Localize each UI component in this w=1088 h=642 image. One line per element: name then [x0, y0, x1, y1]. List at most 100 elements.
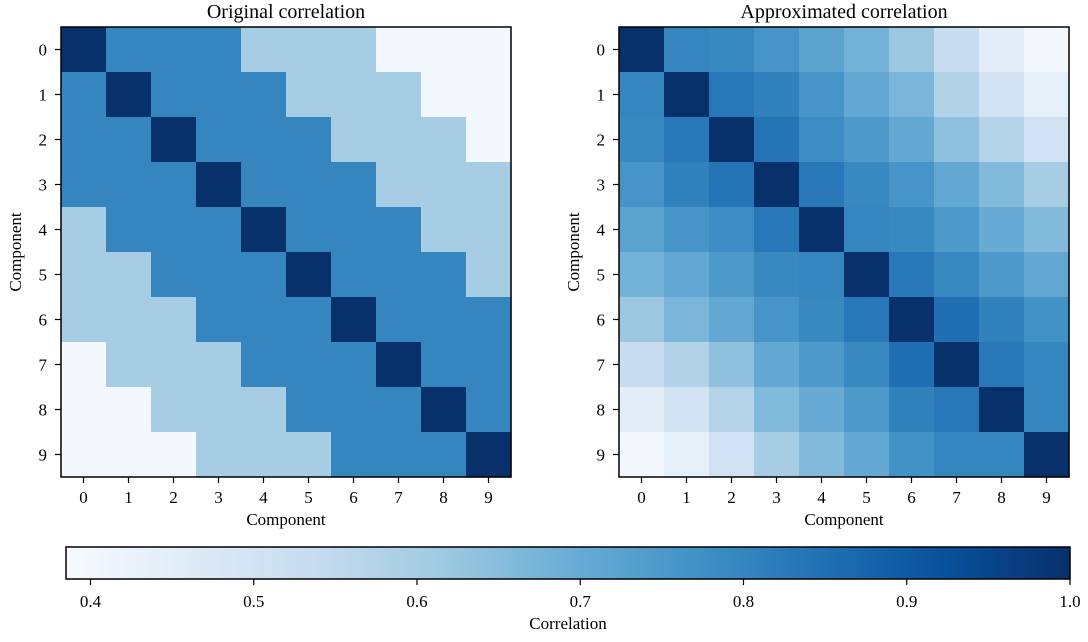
- heatmap-approximated: 0 1 2 3 4 5 6 7 8 9 0 1 2 3 4 5 6 7 8 9 Approximated corre…: [564, 1, 1070, 529]
- heatmap-original-cell-7-0: [61, 342, 107, 388]
- heatmap-approximated-ytick-label-3: 3: [597, 176, 606, 195]
- heatmap-approximated-cell-1-1: [664, 72, 710, 118]
- heatmap-original-cell-4-5: [286, 207, 332, 253]
- heatmap-approximated-ytick-label-4: 4: [597, 221, 606, 240]
- heatmap-original-cells: [61, 27, 512, 478]
- heatmap-approximated-ytick-label-5: 5: [597, 266, 606, 285]
- heatmap-original-cell-1-0: [61, 72, 107, 118]
- heatmap-original-cell-9-8: [421, 432, 467, 478]
- heatmap-original-cell-0-5: [286, 27, 332, 73]
- heatmap-original-cell-6-4: [241, 297, 287, 343]
- heatmap-approximated-cell-4-5: [844, 207, 890, 253]
- heatmap-approximated-ytick-label-7: 7: [597, 356, 606, 375]
- heatmap-approximated-ytick-label-9: 9: [597, 446, 606, 465]
- heatmap-original-cell-7-6: [331, 342, 377, 388]
- heatmap-approximated-cell-8-3: [754, 387, 800, 433]
- heatmap-approximated-cell-3-4: [799, 162, 845, 208]
- heatmap-approximated-cell-8-8: [979, 387, 1025, 433]
- heatmap-original-cell-5-4: [241, 252, 287, 298]
- heatmap-original-cell-1-5: [286, 72, 332, 118]
- heatmap-original-cell-1-1: [106, 72, 152, 118]
- heatmap-approximated-cell-1-2: [709, 72, 755, 118]
- heatmap-approximated-cell-0-5: [844, 27, 890, 73]
- heatmap-approximated-cell-0-2: [709, 27, 755, 73]
- heatmap-original-cell-1-9: [466, 72, 512, 118]
- heatmap-original-cell-3-4: [241, 162, 287, 208]
- heatmap-approximated-cell-8-0: [619, 387, 665, 433]
- colorbar-tick-label-5: 0.9: [896, 592, 917, 611]
- heatmap-original-xtick-label-9: 9: [484, 488, 493, 507]
- heatmap-approximated-cell-1-8: [979, 72, 1025, 118]
- heatmap-original-cell-4-9: [466, 207, 512, 253]
- heatmap-approximated-cell-3-6: [889, 162, 935, 208]
- heatmap-approximated-cell-9-8: [979, 432, 1025, 478]
- heatmap-original-cell-7-9: [466, 342, 512, 388]
- heatmap-approximated-cell-5-9: [1024, 252, 1070, 298]
- heatmap-original-cell-1-6: [331, 72, 377, 118]
- heatmap-original-cell-3-2: [151, 162, 197, 208]
- heatmap-original-cell-2-4: [241, 117, 287, 163]
- heatmap-approximated-cell-3-9: [1024, 162, 1070, 208]
- heatmap-approximated-cell-5-8: [979, 252, 1025, 298]
- heatmap-original-cell-9-6: [331, 432, 377, 478]
- heatmap-approximated-cell-9-0: [619, 432, 665, 478]
- heatmap-approximated-xtick-label-5: 5: [862, 488, 871, 507]
- heatmap-approximated-cell-5-1: [664, 252, 710, 298]
- heatmap-original-cell-0-4: [241, 27, 287, 73]
- heatmap-original-cell-2-9: [466, 117, 512, 163]
- heatmap-approximated-cell-5-0: [619, 252, 665, 298]
- heatmap-approximated-xticks: 0 1 2 3 4 5 6 7 8 9: [637, 477, 1051, 507]
- heatmap-original-cell-4-6: [331, 207, 377, 253]
- heatmap-approximated-cell-7-5: [844, 342, 890, 388]
- heatmap-approximated-yticks: 0 1 2 3 4 5 6 7 8 9: [597, 41, 619, 465]
- heatmap-original-cell-4-7: [376, 207, 422, 253]
- heatmap-original-ytick-label-1: 1: [39, 86, 48, 105]
- heatmap-approximated-cell-9-7: [934, 432, 980, 478]
- heatmap-original-cell-8-2: [151, 387, 197, 433]
- heatmap-original-cell-9-2: [151, 432, 197, 478]
- heatmap-approximated-cell-8-2: [709, 387, 755, 433]
- heatmap-original-cell-1-8: [421, 72, 467, 118]
- heatmap-original-cell-6-8: [421, 297, 467, 343]
- heatmap-original-ytick-label-9: 9: [39, 446, 48, 465]
- heatmap-approximated-cell-7-6: [889, 342, 935, 388]
- heatmap-approximated-cell-0-9: [1024, 27, 1070, 73]
- heatmap-approximated-cell-5-2: [709, 252, 755, 298]
- heatmap-original-xticks: 0 1 2 3 4 5 6 7 8 9: [79, 477, 493, 507]
- heatmap-original-cell-1-4: [241, 72, 287, 118]
- heatmap-approximated-cell-8-7: [934, 387, 980, 433]
- heatmap-approximated-xlabel: Component: [804, 510, 884, 529]
- heatmap-original-cell-3-9: [466, 162, 512, 208]
- colorbar-frame: [65, 546, 1071, 580]
- heatmap-original-cell-6-0: [61, 297, 107, 343]
- heatmap-original-cell-5-9: [466, 252, 512, 298]
- heatmap-approximated-xtick-label-1: 1: [682, 488, 691, 507]
- colorbar: 0.4 0.5 0.6 0.7 0.8 0.9 1.0 Correlation: [65, 546, 1081, 633]
- heatmap-approximated-cell-2-8: [979, 117, 1025, 163]
- heatmap-approximated-cell-4-2: [709, 207, 755, 253]
- heatmap-approximated-cell-0-6: [889, 27, 935, 73]
- heatmap-original-ytick-label-0: 0: [39, 41, 48, 60]
- colorbar-tick-label-1: 0.5: [243, 592, 264, 611]
- heatmap-original-cell-0-0: [61, 27, 107, 73]
- heatmap-original-cell-6-3: [196, 297, 242, 343]
- heatmap-approximated-cell-5-5: [844, 252, 890, 298]
- heatmap-original-xtick-label-5: 5: [304, 488, 313, 507]
- colorbar-ticks: 0.4 0.5 0.6 0.7 0.8 0.9 1.0: [80, 579, 1081, 611]
- heatmap-original-cell-7-3: [196, 342, 242, 388]
- heatmap-approximated-cell-0-7: [934, 27, 980, 73]
- heatmap-approximated-cell-0-3: [754, 27, 800, 73]
- heatmap-original-cell-5-3: [196, 252, 242, 298]
- heatmap-approximated-ytick-label-1: 1: [597, 86, 606, 105]
- heatmap-approximated-cell-2-0: [619, 117, 665, 163]
- heatmap-original-xtick-label-2: 2: [169, 488, 178, 507]
- heatmap-original-cell-6-5: [286, 297, 332, 343]
- heatmap-approximated-cell-2-2: [709, 117, 755, 163]
- heatmap-approximated-cell-6-0: [619, 297, 665, 343]
- heatmap-original-cell-5-0: [61, 252, 107, 298]
- heatmap-original: 0 1 2 3 4 5 6 7 8 9 0 1 2 3 4 5 6 7 8 9 Original correlati…: [6, 1, 512, 529]
- heatmap-approximated-cell-2-9: [1024, 117, 1070, 163]
- heatmap-original-cell-9-4: [241, 432, 287, 478]
- heatmap-approximated-xtick-label-4: 4: [817, 488, 826, 507]
- heatmap-approximated-ytick-label-8: 8: [597, 401, 606, 420]
